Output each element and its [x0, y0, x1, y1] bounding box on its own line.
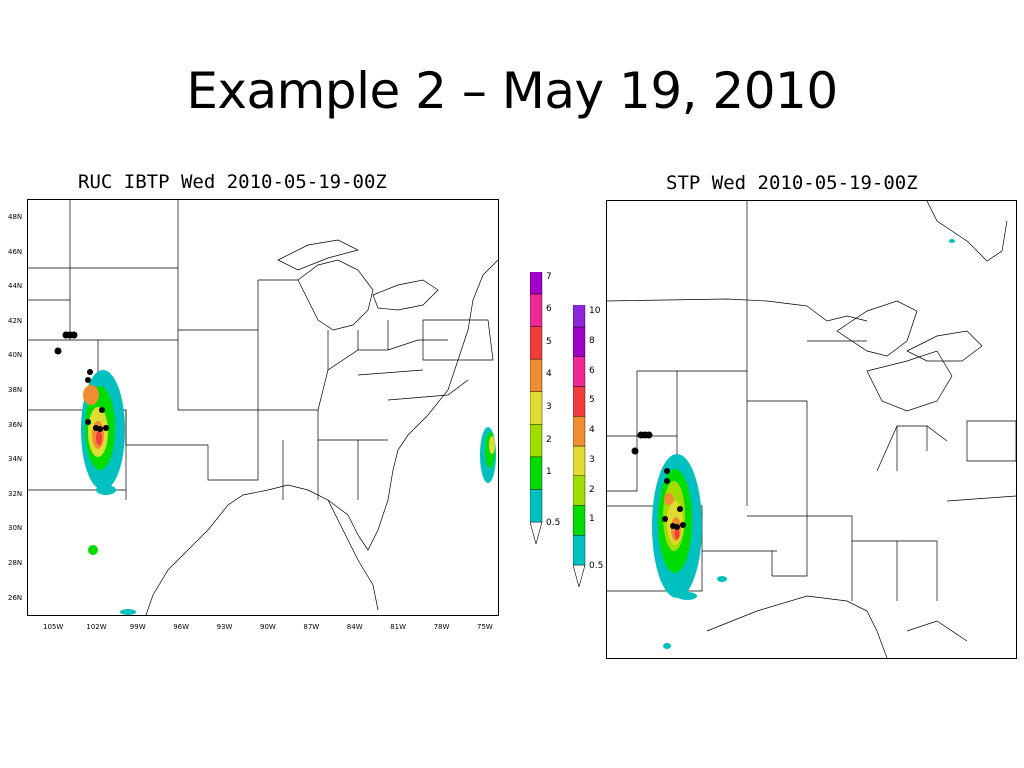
left-colorbar: 0.5 1 2 3 4 5 6 7 — [530, 272, 570, 544]
left-lat-label: 32N — [8, 489, 23, 498]
right-colorbar-label: 3 — [589, 454, 595, 465]
right-colorbar-label: 10 — [589, 306, 601, 317]
right-colorbar-label: 0.5 — [589, 561, 604, 571]
left-lon-label: 96W — [173, 623, 190, 631]
left-lon-label: 102W — [86, 623, 107, 631]
right-colorbar-segment — [573, 416, 586, 447]
right-colorbar-segment — [573, 505, 586, 536]
left-colorbar-svg — [530, 272, 543, 544]
right-map-svg — [607, 201, 1016, 658]
left-lon-label: 81W — [390, 623, 407, 631]
right-colorbar-segment — [573, 445, 586, 476]
left-lat-label: 42N — [8, 316, 23, 325]
left-colorbar-segment — [530, 272, 543, 295]
right-colorbar-segment — [573, 475, 586, 506]
left-panel-title: RUC IBTP Wed 2010-05-19-00Z — [78, 171, 387, 193]
left-colorbar-label: 0.5 — [546, 518, 561, 528]
left-lat-label: 40N — [8, 351, 23, 360]
right-colorbar-label: 8 — [589, 335, 595, 346]
right-colorbar-segment — [573, 386, 586, 417]
left-colorbar-segment — [530, 489, 543, 523]
right-field — [652, 239, 955, 649]
left-lon-label: 84W — [346, 623, 363, 631]
left-map-svg — [28, 200, 498, 615]
left-lon-label: 78W — [433, 623, 450, 631]
left-lat-label: 34N — [8, 455, 23, 464]
left-lon-label: 87W — [303, 623, 320, 631]
left-lat-label: 38N — [8, 386, 23, 394]
left-lon-label: 93W — [216, 623, 233, 631]
right-colorbar-cap-bottom — [573, 564, 586, 587]
left-lat-label: 30N — [8, 524, 23, 533]
left-lon-label: 90W — [260, 623, 276, 631]
left-lon-label: 105W — [43, 623, 64, 631]
left-lat-label: 44N — [8, 282, 23, 291]
right-colorbar-label: 1 — [589, 514, 595, 525]
left-lat-label: 36N — [8, 420, 23, 429]
left-lat-label: 26N — [8, 593, 23, 602]
right-colorbar-label: 6 — [589, 365, 595, 376]
right-colorbar: 0.5 1 2 3 4 5 6 8 10 — [573, 305, 613, 587]
right-colorbar-segment — [573, 326, 586, 357]
left-colorbar-segment — [530, 391, 543, 425]
left-colorbar-segment — [530, 293, 543, 327]
left-colorbar-label: 7 — [546, 271, 552, 282]
left-field — [81, 370, 496, 615]
right-map-plot — [606, 200, 1017, 659]
right-colorbar-svg — [573, 305, 586, 587]
slide-title: Example 2 – May 19, 2010 — [186, 62, 838, 120]
left-colorbar-segment — [530, 358, 543, 392]
right-colorbar-label: 2 — [589, 484, 595, 495]
left-colorbar-segment — [530, 326, 543, 360]
right-colorbar-segment — [573, 356, 586, 387]
left-lon-label: 99W — [129, 623, 146, 631]
left-colorbar-label: 6 — [546, 304, 552, 315]
left-colorbar-label: 1 — [546, 467, 552, 478]
right-colorbar-segment — [573, 305, 586, 328]
right-panel-title: STP Wed 2010-05-19-00Z — [666, 172, 918, 194]
right-colorbar-segment — [573, 535, 586, 566]
left-colorbar-label: 4 — [546, 369, 552, 380]
left-reports — [54, 331, 109, 432]
left-colorbar-segment — [530, 424, 543, 458]
left-colorbar-label: 2 — [546, 434, 552, 445]
left-lon-label: 75W — [477, 623, 493, 631]
left-colorbar-segment — [530, 456, 543, 490]
left-lat-label: 28N — [8, 559, 23, 567]
left-map-plot — [27, 199, 499, 616]
left-colorbar-label: 3 — [546, 402, 552, 412]
right-colorbar-label: 4 — [589, 425, 595, 436]
left-colorbar-cap-bottom — [530, 521, 543, 544]
left-lat-label: 46N — [8, 247, 23, 256]
right-reports — [631, 431, 686, 530]
left-colorbar-label: 5 — [546, 336, 552, 347]
right-colorbar-label: 5 — [589, 395, 595, 406]
left-lat-label: 48N — [8, 213, 23, 221]
